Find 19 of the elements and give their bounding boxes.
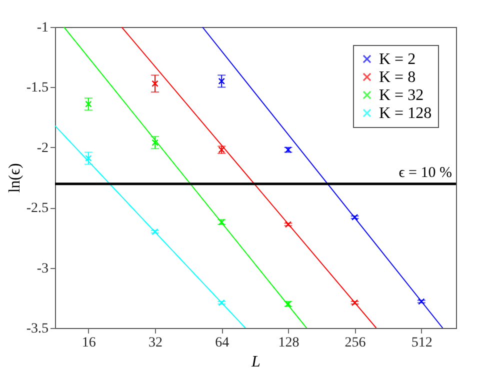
annotation: ϵ = 10 % xyxy=(398,164,452,181)
y-axis-title: ln(ϵ) xyxy=(6,163,24,193)
x-tick-label: 512 xyxy=(411,336,432,350)
y-tick-label: -3.5 xyxy=(26,322,48,336)
legend-label: K = 2 xyxy=(379,51,416,68)
x-tick-label: 32 xyxy=(148,336,163,350)
x-tick-label: 64 xyxy=(215,336,230,350)
x-tick-label: 256 xyxy=(344,336,366,350)
x-axis-title: L xyxy=(250,354,261,370)
y-tick-label: -2.5 xyxy=(26,201,48,216)
y-tick-label: -1 xyxy=(36,20,48,36)
y-tick-label: -1.5 xyxy=(26,80,48,96)
legend-label: K = 8 xyxy=(379,69,416,86)
x-tick-label: 128 xyxy=(278,336,300,350)
x-tick-label: 16 xyxy=(82,336,96,350)
y-tick-label: -3 xyxy=(36,261,48,276)
legend-label: K = 128 xyxy=(379,105,432,122)
legend-label: K = 32 xyxy=(379,87,424,104)
y-tick-label: -2 xyxy=(36,140,48,156)
